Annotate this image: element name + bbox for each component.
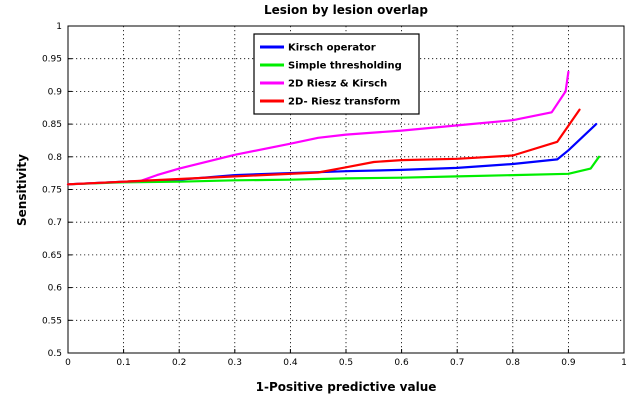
y-tick-label: 0.95 bbox=[42, 55, 62, 65]
series-lines bbox=[66, 70, 601, 186]
series-line-2 bbox=[66, 70, 570, 186]
x-tick-label: 0.9 bbox=[561, 358, 576, 368]
series-line-3 bbox=[66, 108, 581, 186]
y-tick-label: 0.8 bbox=[48, 153, 63, 163]
axis-ticks: 0 0.1 0.2 0.3 0.4 0.5 0.6 0.7 0.8 0.9 1 0.5 0.55 0.6 0… bbox=[42, 22, 627, 368]
x-tick-label: 0.6 bbox=[394, 358, 409, 368]
x-tick-label: 0.3 bbox=[228, 358, 242, 368]
x-tick-label: 0.4 bbox=[283, 358, 298, 368]
legend: Kirsch operator Simple thresholding 2D Rie… bbox=[253, 33, 420, 115]
chart-title: Lesion by lesion overlap bbox=[264, 3, 428, 17]
legend-label: Simple thresholding bbox=[288, 61, 402, 72]
legend-label: 2D Riesz & Kirsch bbox=[288, 79, 387, 90]
x-tick-label: 0.1 bbox=[116, 358, 130, 368]
legend-label: Kirsch operator bbox=[288, 43, 376, 54]
series-line-1 bbox=[66, 155, 601, 186]
y-tick-label: 0.6 bbox=[48, 284, 63, 294]
y-tick-label: 0.5 bbox=[48, 349, 62, 359]
x-tick-label: 0.2 bbox=[172, 358, 186, 368]
y-tick-label: 0.85 bbox=[42, 120, 62, 130]
y-tick-label: 0.65 bbox=[42, 251, 62, 261]
x-tick-label: 0.7 bbox=[450, 358, 464, 368]
y-tick-label: 0.55 bbox=[42, 316, 62, 326]
legend-items: Kirsch operator Simple thresholding 2D Rie… bbox=[260, 43, 402, 108]
y-axis-label: Sensitivity bbox=[15, 154, 29, 226]
y-tick-label: 1 bbox=[56, 22, 62, 32]
y-tick-label: 0.75 bbox=[42, 186, 62, 196]
y-tick-label: 0.9 bbox=[48, 87, 63, 97]
x-tick-label: 0.5 bbox=[339, 358, 353, 368]
grid-lines bbox=[68, 26, 624, 353]
x-tick-label: 0 bbox=[65, 358, 71, 368]
y-tick-label: 0.7 bbox=[48, 218, 62, 228]
x-axis-label: 1-Positive predictive value bbox=[256, 380, 437, 394]
x-tick-label: 0.8 bbox=[506, 358, 521, 368]
x-tick-label: 1 bbox=[621, 358, 627, 368]
legend-label: 2D- Riesz transform bbox=[288, 97, 400, 108]
